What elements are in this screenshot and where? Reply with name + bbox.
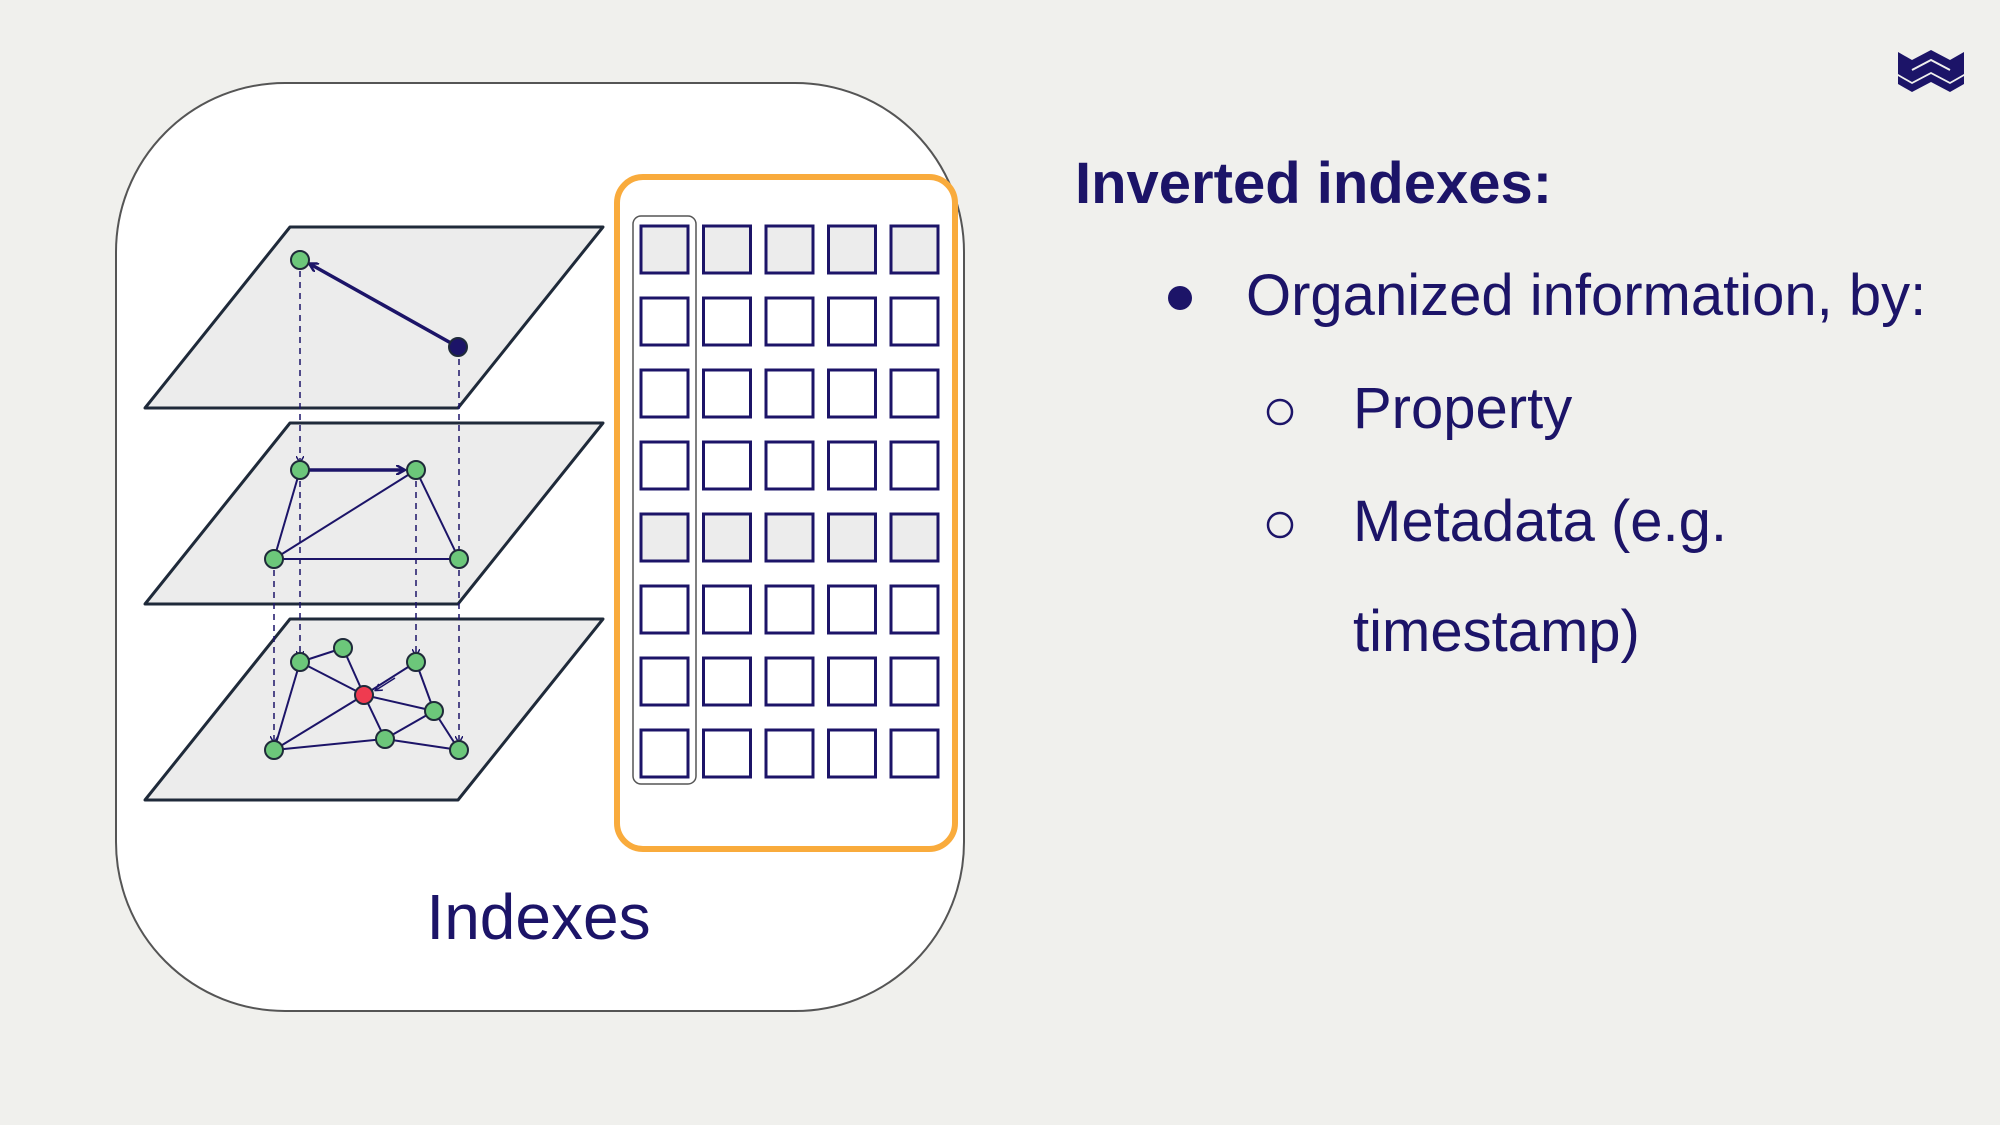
inverted-index-frame xyxy=(614,174,958,852)
index-cell xyxy=(889,368,940,419)
index-cell xyxy=(827,440,877,491)
index-cell xyxy=(702,368,752,419)
index-cell xyxy=(827,296,877,347)
index-cell xyxy=(827,584,877,635)
index-cell xyxy=(764,224,815,275)
heading: Inverted indexes: xyxy=(1075,151,1553,216)
index-cell xyxy=(764,656,815,707)
index-cell xyxy=(889,440,940,491)
indexes-diagram xyxy=(143,174,958,852)
index-cell xyxy=(889,224,940,275)
index-cell xyxy=(639,512,690,563)
index-cell xyxy=(702,440,752,491)
index-cell xyxy=(827,368,877,419)
index-cell xyxy=(764,440,815,491)
index-cell xyxy=(764,368,815,419)
index-cell xyxy=(764,728,815,779)
index-cell xyxy=(764,296,815,347)
index-cell xyxy=(889,728,940,779)
index-cell xyxy=(639,656,690,707)
bullet-text: Metadata (e.g. xyxy=(1353,489,1727,554)
card-label: Indexes xyxy=(426,881,651,953)
node-target-red xyxy=(354,685,374,705)
bullet-metadata-continued: timestamp) xyxy=(1353,598,1640,665)
index-cell xyxy=(639,728,690,779)
node-query xyxy=(448,337,468,357)
index-cell xyxy=(827,656,877,707)
hnsw-layer-bottom xyxy=(143,617,605,802)
index-cell xyxy=(639,368,690,419)
index-cell xyxy=(702,584,752,635)
bullet-text: Property xyxy=(1353,376,1573,441)
hnsw-layer-middle xyxy=(143,421,605,606)
index-cell xyxy=(639,584,690,635)
index-cell xyxy=(702,296,752,347)
index-cell xyxy=(827,512,877,563)
inverted-index-key-column xyxy=(632,215,697,785)
circle-bullet-icon xyxy=(1266,511,1294,539)
bullet-text: timestamp) xyxy=(1353,599,1640,664)
graph-nodes xyxy=(264,250,469,760)
index-cell xyxy=(702,728,752,779)
weaviate-logo-icon xyxy=(1898,50,1964,92)
middle-layer-edges xyxy=(273,469,460,560)
index-cell xyxy=(889,656,940,707)
index-cell xyxy=(889,512,940,563)
bullet-text: Organized information, by: xyxy=(1246,263,1927,328)
index-cell xyxy=(827,728,877,779)
index-cell xyxy=(702,656,752,707)
index-cell xyxy=(702,512,752,563)
index-cell xyxy=(764,584,815,635)
index-cell xyxy=(889,584,940,635)
hnsw-layer-top xyxy=(143,225,605,410)
index-cell xyxy=(639,296,690,347)
index-cell xyxy=(639,224,690,275)
index-cell xyxy=(702,224,752,275)
layer-connectors xyxy=(274,260,459,742)
index-cell xyxy=(639,440,690,491)
disc-bullet-icon xyxy=(1168,286,1192,310)
search-arrow-bottom xyxy=(376,677,396,690)
inverted-index-grid xyxy=(639,224,940,779)
search-arrow-top xyxy=(310,264,459,349)
index-cell xyxy=(764,512,815,563)
index-cell xyxy=(889,296,940,347)
circle-bullet-icon xyxy=(1266,398,1294,426)
index-cell xyxy=(827,224,877,275)
node-top-entry xyxy=(290,250,310,270)
